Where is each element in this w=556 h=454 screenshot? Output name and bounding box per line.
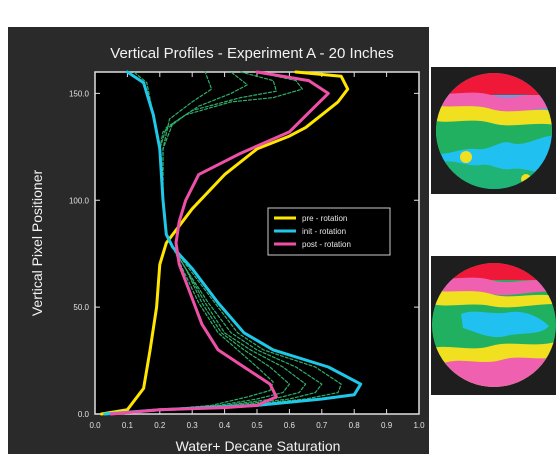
map-pink-band <box>432 276 556 296</box>
y-tick-label: 0.0 <box>78 410 90 419</box>
map-pink-lower <box>432 356 556 387</box>
y-tick-label: 100.0 <box>69 196 90 205</box>
legend-label: init - rotation <box>302 227 346 236</box>
chart-title: Vertical Profiles - Experiment A - 20 In… <box>110 45 393 62</box>
map-yellow-spot <box>521 174 531 184</box>
x-tick-label: 0.9 <box>381 421 393 430</box>
series-line-intermediate <box>120 71 274 415</box>
x-axis-label: Water+ Decane Saturation <box>176 438 341 454</box>
x-tick-label: 0.5 <box>251 421 263 430</box>
map-yellow-band <box>436 105 552 126</box>
y-tick-label: 50.0 <box>73 303 89 312</box>
y-axis-label: Vertical Pixel Positioner <box>29 170 45 317</box>
legend-label: post - rotation <box>302 240 351 249</box>
series-line-init-rotation <box>103 70 363 416</box>
map-red-band <box>432 263 556 280</box>
legend-label: pre - rotation <box>302 214 347 223</box>
map-red-band <box>436 73 552 95</box>
series-line-intermediate <box>117 71 290 415</box>
top-saturation-map <box>436 73 552 189</box>
bottom-saturation-map <box>432 263 556 387</box>
x-tick-label: 0.0 <box>89 421 101 430</box>
map-cyan-region <box>461 311 549 338</box>
y-tick-label: 150.0 <box>69 89 90 98</box>
map-yellow-band <box>432 290 556 308</box>
x-tick-label: 0.1 <box>122 421 134 430</box>
x-tick-label: 0.4 <box>219 421 231 430</box>
series-line-pre-rotation <box>100 70 350 416</box>
x-tick-label: 0.2 <box>154 421 166 430</box>
x-tick-label: 0.3 <box>187 421 199 430</box>
x-tick-label: 0.6 <box>284 421 296 430</box>
map-green-region <box>436 120 552 154</box>
x-tick-label: 1.0 <box>413 421 425 430</box>
x-tick-label: 0.8 <box>349 421 361 430</box>
series-line-post-rotation <box>109 70 330 416</box>
map-yellow-spot <box>460 151 472 163</box>
x-tick-label: 0.7 <box>316 421 328 430</box>
